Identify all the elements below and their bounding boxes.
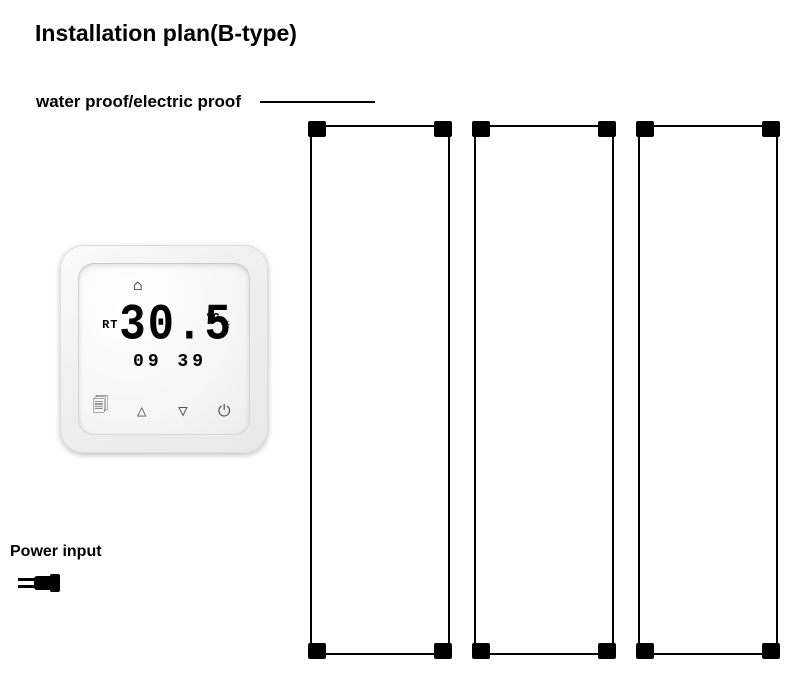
rt-label: RT: [102, 318, 118, 332]
connector-clip: [472, 121, 490, 137]
connector-clip: [598, 121, 616, 137]
connector-clip: [308, 643, 326, 659]
power-plug-icon: [18, 568, 62, 598]
wire: [130, 453, 132, 583]
wire: [287, 83, 492, 85]
label-waterproof: water proof/electric proof: [36, 92, 241, 112]
page-title: Installation plan(B-type): [35, 20, 297, 47]
wire: [155, 680, 665, 682]
wire: [180, 660, 502, 662]
wire: [180, 453, 182, 513]
temperature-value: 30.5: [119, 297, 233, 355]
wire: [60, 583, 132, 585]
wire: [492, 83, 494, 110]
heating-panel: [638, 125, 778, 655]
connector-clip: [434, 121, 452, 137]
thermo-button-2[interactable]: △: [126, 401, 157, 421]
connector-clip: [636, 121, 654, 137]
thermostat: ⌂ RT30.5C☀ 09 39 🗐 △ ▽ ⏻: [60, 245, 268, 453]
wire: [180, 513, 182, 660]
leader-waterproof: [260, 101, 375, 103]
wire: [373, 108, 755, 110]
heating-panel: [310, 125, 450, 655]
connector-clip: [636, 643, 654, 659]
thermo-button-3[interactable]: ▽: [167, 401, 198, 421]
connector-clip: [762, 643, 780, 659]
clock-value: 09 39: [133, 352, 207, 372]
connector-clip: [434, 643, 452, 659]
connector-clip: [308, 121, 326, 137]
connector-clip: [598, 643, 616, 659]
connector-clip: [762, 121, 780, 137]
wire: [663, 655, 665, 682]
connector-clip: [472, 643, 490, 659]
wire: [155, 453, 157, 513]
wire: [500, 655, 502, 662]
home-icon: ⌂: [133, 277, 143, 295]
heating-panel: [474, 125, 614, 655]
wire: [755, 108, 757, 125]
wire: [155, 513, 157, 680]
label-power-input: Power input: [10, 543, 102, 561]
sun-icon: ☀: [221, 315, 231, 335]
wire: [287, 83, 289, 248]
wire: [373, 108, 375, 125]
thermo-button-4[interactable]: ⏻: [209, 403, 240, 421]
thermo-button-1[interactable]: 🗐: [85, 394, 116, 421]
temperature-unit: C: [205, 311, 219, 325]
wire: [440, 83, 442, 125]
thermostat-screen: ⌂ RT30.5C☀ 09 39 🗐 △ ▽ ⏻: [78, 263, 250, 435]
